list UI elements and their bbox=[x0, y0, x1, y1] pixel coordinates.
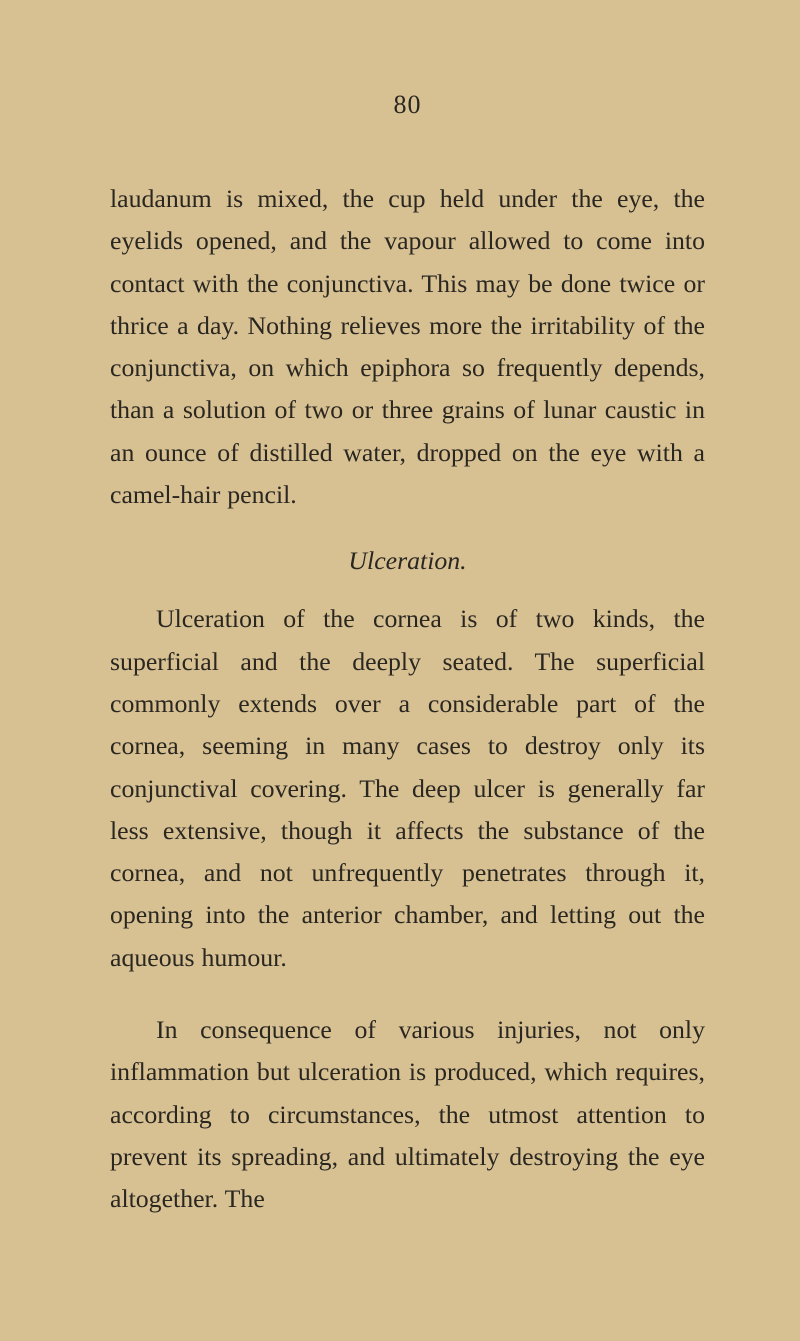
book-page: 80 laudanum is mixed, the cup held under… bbox=[0, 0, 800, 1341]
section-heading-ulceration: Ulceration. bbox=[110, 546, 705, 576]
paragraph-consequence: In consequence of various injuries, not … bbox=[110, 1009, 705, 1220]
page-number: 80 bbox=[110, 90, 705, 120]
paragraph-ulceration-intro: Ulceration of the cornea is of two kinds… bbox=[110, 598, 705, 979]
paragraph-continuation: laudanum is mixed, the cup held under th… bbox=[110, 178, 705, 516]
